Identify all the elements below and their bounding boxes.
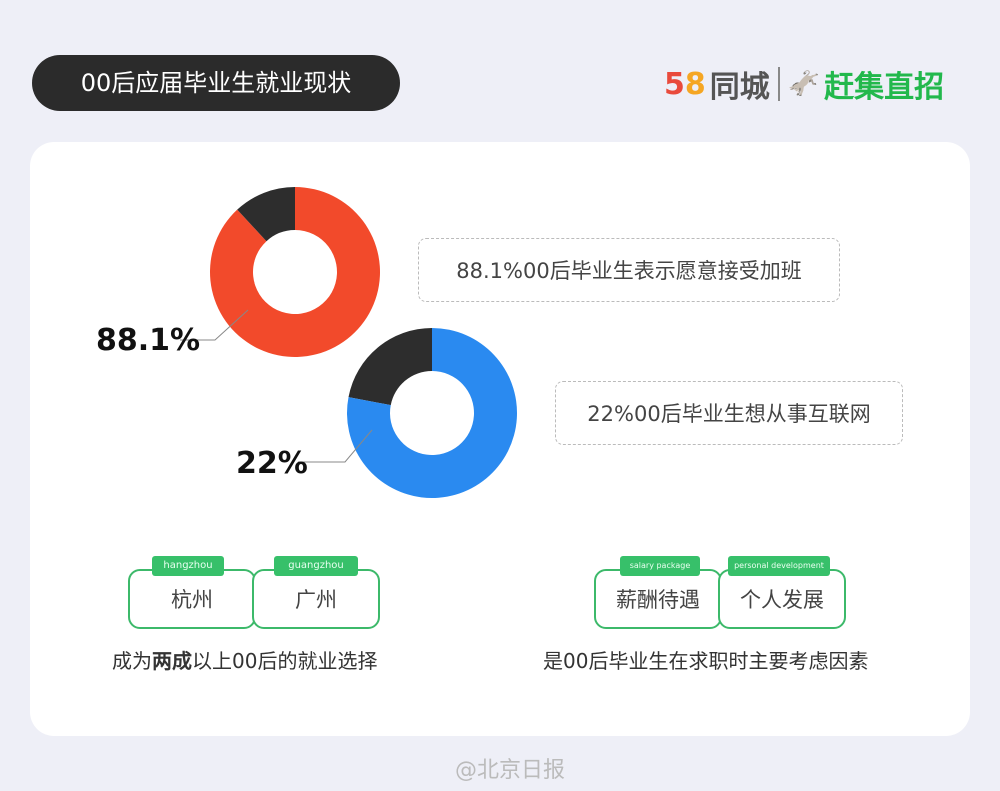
logo: 5 8 同城 🫏 赶集直招 (664, 62, 944, 106)
factor-box: 薪酬待遇 (594, 569, 722, 629)
annotation-bubble: 88.1%00后毕业生表示愿意接受加班 (418, 238, 840, 302)
caption-text: 成为 (112, 649, 152, 673)
donut-slice (348, 328, 432, 406)
city-box: 广州 (252, 569, 380, 629)
donut-chart-overtime (210, 187, 380, 357)
caption-bold: 两成 (152, 649, 192, 673)
logo-divider (777, 67, 780, 101)
factor-tag: salary package (620, 556, 700, 576)
logo-digit: 8 (684, 66, 706, 102)
city-box: 杭州 (128, 569, 256, 629)
city-tag: guangzhou (274, 556, 358, 576)
logo-58-name: 同城 (709, 70, 770, 105)
watermark: @北京日报 (455, 758, 566, 783)
caption-text: 以上00后的就业选择 (192, 649, 378, 673)
factor-tag: personal development (728, 556, 830, 576)
city-tag: hangzhou (152, 556, 224, 576)
leader-line (298, 429, 373, 463)
cities-caption: 成为两成以上00后的就业选择 (112, 645, 377, 674)
data-label: 88.1% (96, 323, 201, 358)
logo-digit: 5 (664, 66, 685, 102)
factors-caption: 是00后毕业生在求职时主要考虑因素 (543, 649, 869, 673)
donut-slice (210, 187, 380, 357)
donut-slice (347, 327, 517, 498)
data-label: 22% (236, 446, 308, 481)
annotation-bubble: 22%00后毕业生想从事互联网 (555, 381, 903, 445)
leader-line (180, 309, 249, 341)
factor-box: 个人发展 (718, 569, 846, 629)
donut-chart-internet (347, 327, 517, 498)
donut-slice (237, 187, 295, 242)
logo-ganji-name: 赶集直招 (824, 70, 945, 105)
page-title: 00后应届毕业生就业现状 (32, 55, 400, 111)
donkey-icon: 🫏 (787, 69, 821, 99)
